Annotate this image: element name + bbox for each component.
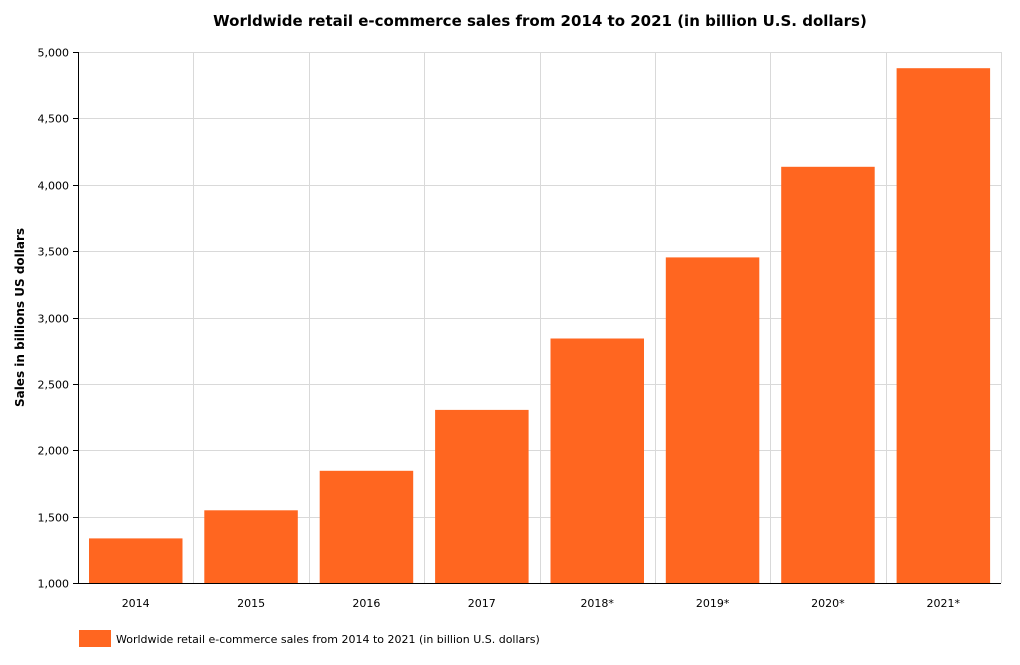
x-tick-label: 2018* (580, 597, 614, 610)
y-tick-label: 2,500 (38, 379, 70, 392)
y-tick-label: 5,000 (38, 47, 70, 60)
y-axis-ticks: 1,000 1,500 2,000 2,500 3,000 3,500 4,000 4,500… (38, 47, 78, 591)
legend[interactable]: Worldwide retail e-commerce sales from 2… (79, 630, 540, 647)
chart-title: Worldwide retail e-commerce sales from 2… (213, 12, 867, 30)
y-tick-label: 3,000 (38, 313, 70, 326)
bars (89, 68, 991, 584)
bar[interactable] (435, 409, 529, 583)
gridlines (78, 52, 1002, 583)
x-tick-label: 2019* (696, 597, 730, 610)
bar[interactable] (89, 538, 183, 583)
axes (78, 52, 1001, 584)
x-tick-label: 2017 (468, 597, 496, 610)
y-tick-label: 4,000 (38, 180, 70, 193)
legend-swatch (79, 630, 111, 647)
x-tick-label: 2014 (122, 597, 150, 610)
x-tick-label: 2021* (927, 597, 961, 610)
bar[interactable] (781, 166, 875, 584)
bar[interactable] (319, 470, 414, 583)
x-tick-label: 2015 (237, 597, 265, 610)
x-axis-ticks: 2014 2015 2016 2017 2018* 2019* 2020* 2021* (122, 597, 961, 610)
y-tick-label: 3,500 (38, 246, 70, 259)
y-tick-label: 2,000 (38, 445, 70, 458)
bar[interactable] (204, 510, 298, 583)
bar[interactable] (896, 68, 991, 583)
bar[interactable] (550, 338, 645, 584)
y-tick-label: 1,000 (38, 578, 70, 591)
bar[interactable] (665, 257, 760, 583)
y-axis-label: Sales in billions US dollars (13, 228, 27, 407)
legend-label: Worldwide retail e-commerce sales from 2… (116, 633, 540, 646)
y-tick-label: 1,500 (38, 512, 70, 525)
x-tick-label: 2020* (811, 597, 845, 610)
x-tick-label: 2016 (352, 597, 380, 610)
y-tick-label: 4,500 (38, 113, 70, 126)
